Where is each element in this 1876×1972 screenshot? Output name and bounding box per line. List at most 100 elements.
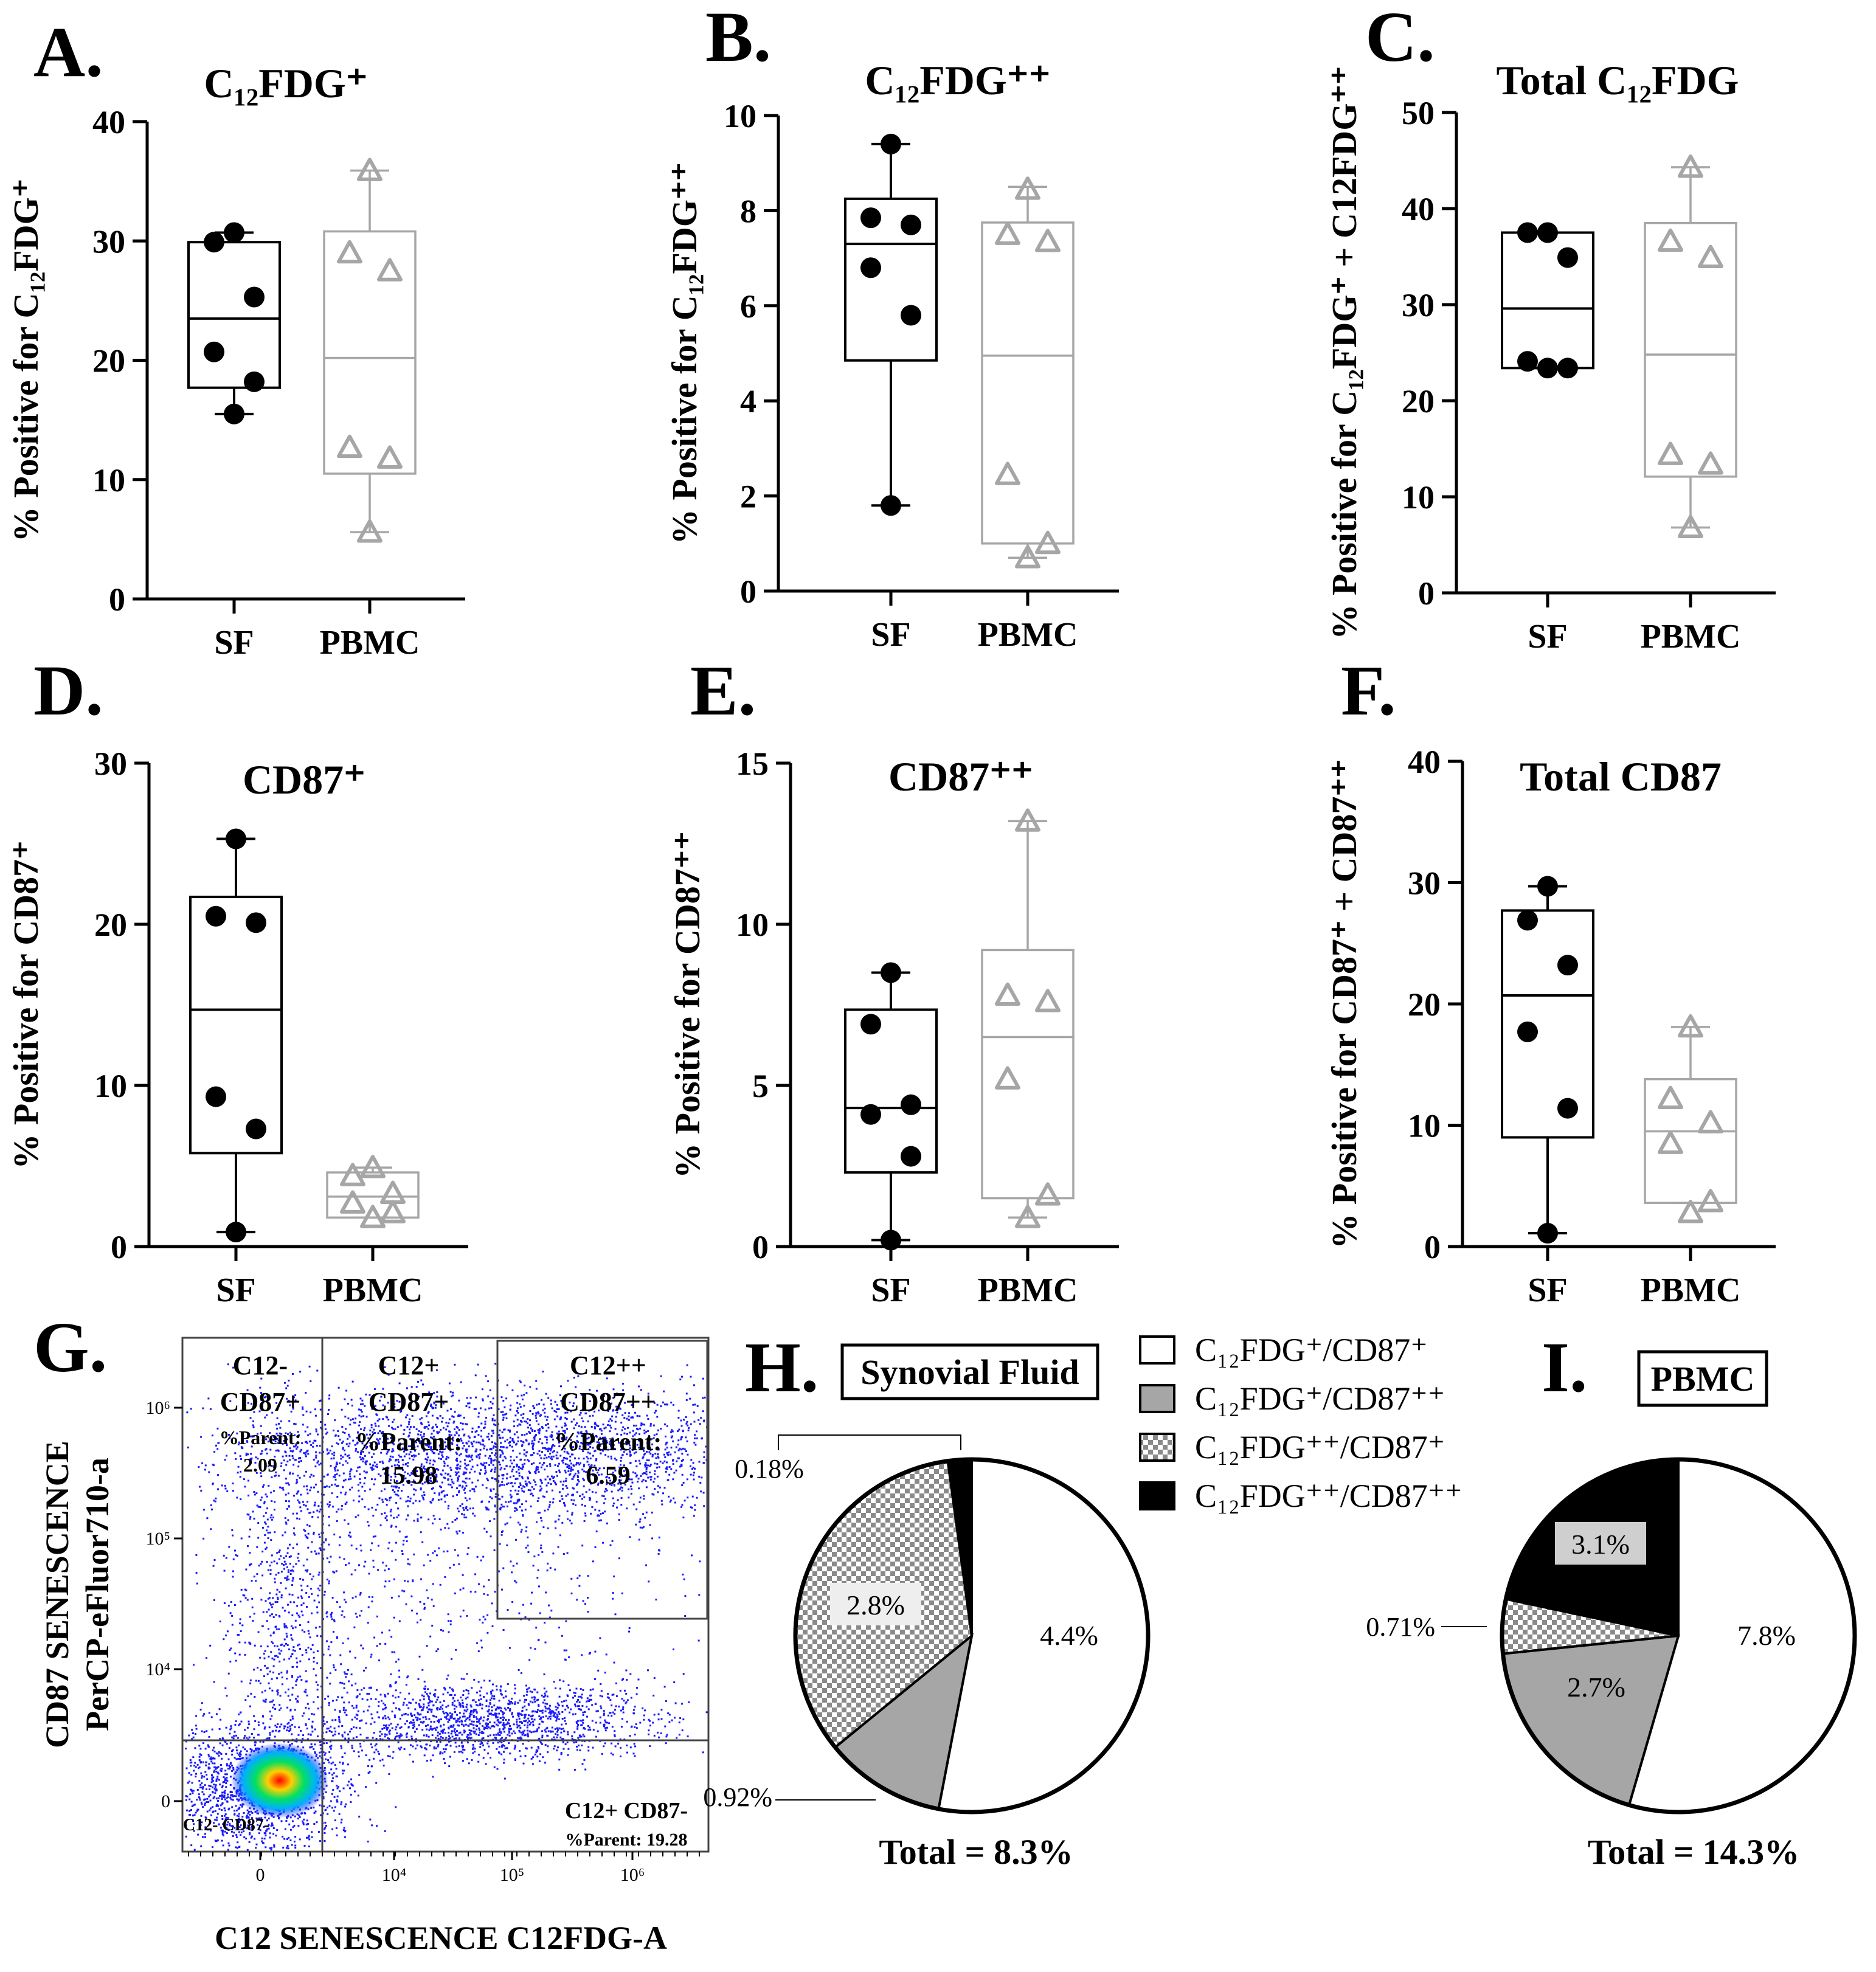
event-dot — [643, 1472, 645, 1474]
event-dot — [479, 1722, 481, 1725]
event-dot — [610, 1402, 612, 1405]
event-dot — [412, 1458, 415, 1461]
event-dot — [493, 1445, 495, 1448]
event-dot — [409, 1451, 412, 1453]
event-dot — [206, 1788, 207, 1790]
event-dot — [592, 1447, 594, 1449]
event-dot — [294, 1445, 296, 1448]
event-dot — [529, 1482, 531, 1484]
event-dot — [550, 1447, 553, 1449]
event-dot — [365, 1754, 367, 1757]
event-dot — [444, 1441, 446, 1444]
event-dot — [525, 1693, 528, 1696]
event-dot — [423, 1491, 425, 1493]
event-dot — [398, 1382, 401, 1385]
event-dot — [394, 1428, 396, 1430]
event-dot — [232, 1482, 234, 1485]
event-dot — [187, 1782, 189, 1784]
event-dot — [324, 1428, 327, 1430]
event-dot — [569, 1459, 572, 1462]
event-dot — [225, 1816, 227, 1819]
event-dot — [516, 1425, 519, 1427]
event-dot — [676, 1737, 678, 1739]
event-dot — [544, 1710, 547, 1712]
event-dot — [649, 1476, 652, 1478]
event-dot — [449, 1712, 451, 1714]
event-dot — [394, 1697, 396, 1699]
event-dot — [507, 1501, 510, 1503]
event-dot — [400, 1735, 402, 1737]
event-dot — [452, 1717, 455, 1720]
event-dot — [265, 1438, 267, 1441]
event-dot — [329, 1450, 331, 1452]
event-dot — [579, 1720, 581, 1722]
event-dot — [483, 1680, 485, 1682]
event-dot — [459, 1731, 462, 1734]
event-dot — [648, 1720, 651, 1722]
event-dot — [343, 1701, 345, 1704]
event-dot — [412, 1470, 414, 1472]
event-dot — [324, 1827, 327, 1829]
event-dot — [247, 1816, 250, 1819]
event-dot — [500, 1692, 502, 1695]
event-dot — [481, 1707, 483, 1710]
iqr-box — [189, 895, 283, 1155]
event-dot — [454, 1707, 455, 1710]
event-dot — [618, 1705, 620, 1707]
event-dot — [361, 1442, 364, 1445]
event-dot — [209, 1809, 211, 1811]
event-dot — [541, 1720, 543, 1723]
event-dot — [361, 1411, 363, 1413]
event-dot — [615, 1405, 618, 1408]
event-dot — [314, 1408, 316, 1411]
event-dot — [464, 1730, 466, 1732]
event-dot — [614, 1709, 616, 1711]
event-dot — [498, 1746, 500, 1748]
event-dot — [435, 1747, 437, 1749]
event-dot — [462, 1702, 464, 1704]
event-dot — [440, 1451, 443, 1454]
event-dot — [559, 1481, 562, 1483]
event-dot — [433, 1746, 435, 1748]
event-dot — [546, 1695, 549, 1698]
event-dot — [247, 1812, 249, 1815]
event-dot — [538, 1413, 540, 1415]
event-dot — [549, 1711, 552, 1714]
event-dot — [289, 1725, 291, 1728]
event-dot — [289, 1450, 292, 1452]
event-dot — [231, 1754, 234, 1756]
event-dot — [366, 1692, 369, 1695]
event-dot — [500, 1753, 503, 1756]
event-dot — [399, 1456, 401, 1458]
event-dot — [494, 1709, 497, 1711]
event-dot — [502, 1716, 504, 1718]
event-dot — [189, 1814, 191, 1816]
iqr-box — [844, 1008, 938, 1174]
event-dot — [435, 1369, 438, 1371]
event-dot — [589, 1694, 592, 1697]
y-axis-label: % Positive for C₁₂FDG⁺ — [6, 179, 46, 542]
event-dot — [687, 1496, 689, 1499]
event-dot — [509, 1444, 511, 1447]
event-dot — [248, 1736, 251, 1738]
event-dot — [411, 1455, 413, 1457]
event-dot — [313, 1823, 316, 1825]
event-dot — [220, 1804, 222, 1807]
event-dot — [273, 1844, 275, 1847]
event-dot — [404, 1443, 406, 1445]
event-dot — [476, 1720, 478, 1723]
event-dot — [302, 1746, 305, 1749]
event-dot — [573, 1418, 575, 1420]
event-dot — [276, 1427, 279, 1430]
event-dot — [445, 1748, 447, 1751]
event-dot — [334, 1709, 336, 1711]
event-dot — [499, 1498, 501, 1501]
event-dot — [297, 1818, 299, 1820]
event-dot — [684, 1448, 686, 1450]
event-dot — [549, 1501, 552, 1503]
event-dot — [245, 1838, 247, 1839]
event-dot — [228, 1747, 230, 1749]
event-dot — [212, 1483, 214, 1486]
event-dot — [601, 1399, 603, 1401]
event-dot — [392, 1428, 395, 1430]
